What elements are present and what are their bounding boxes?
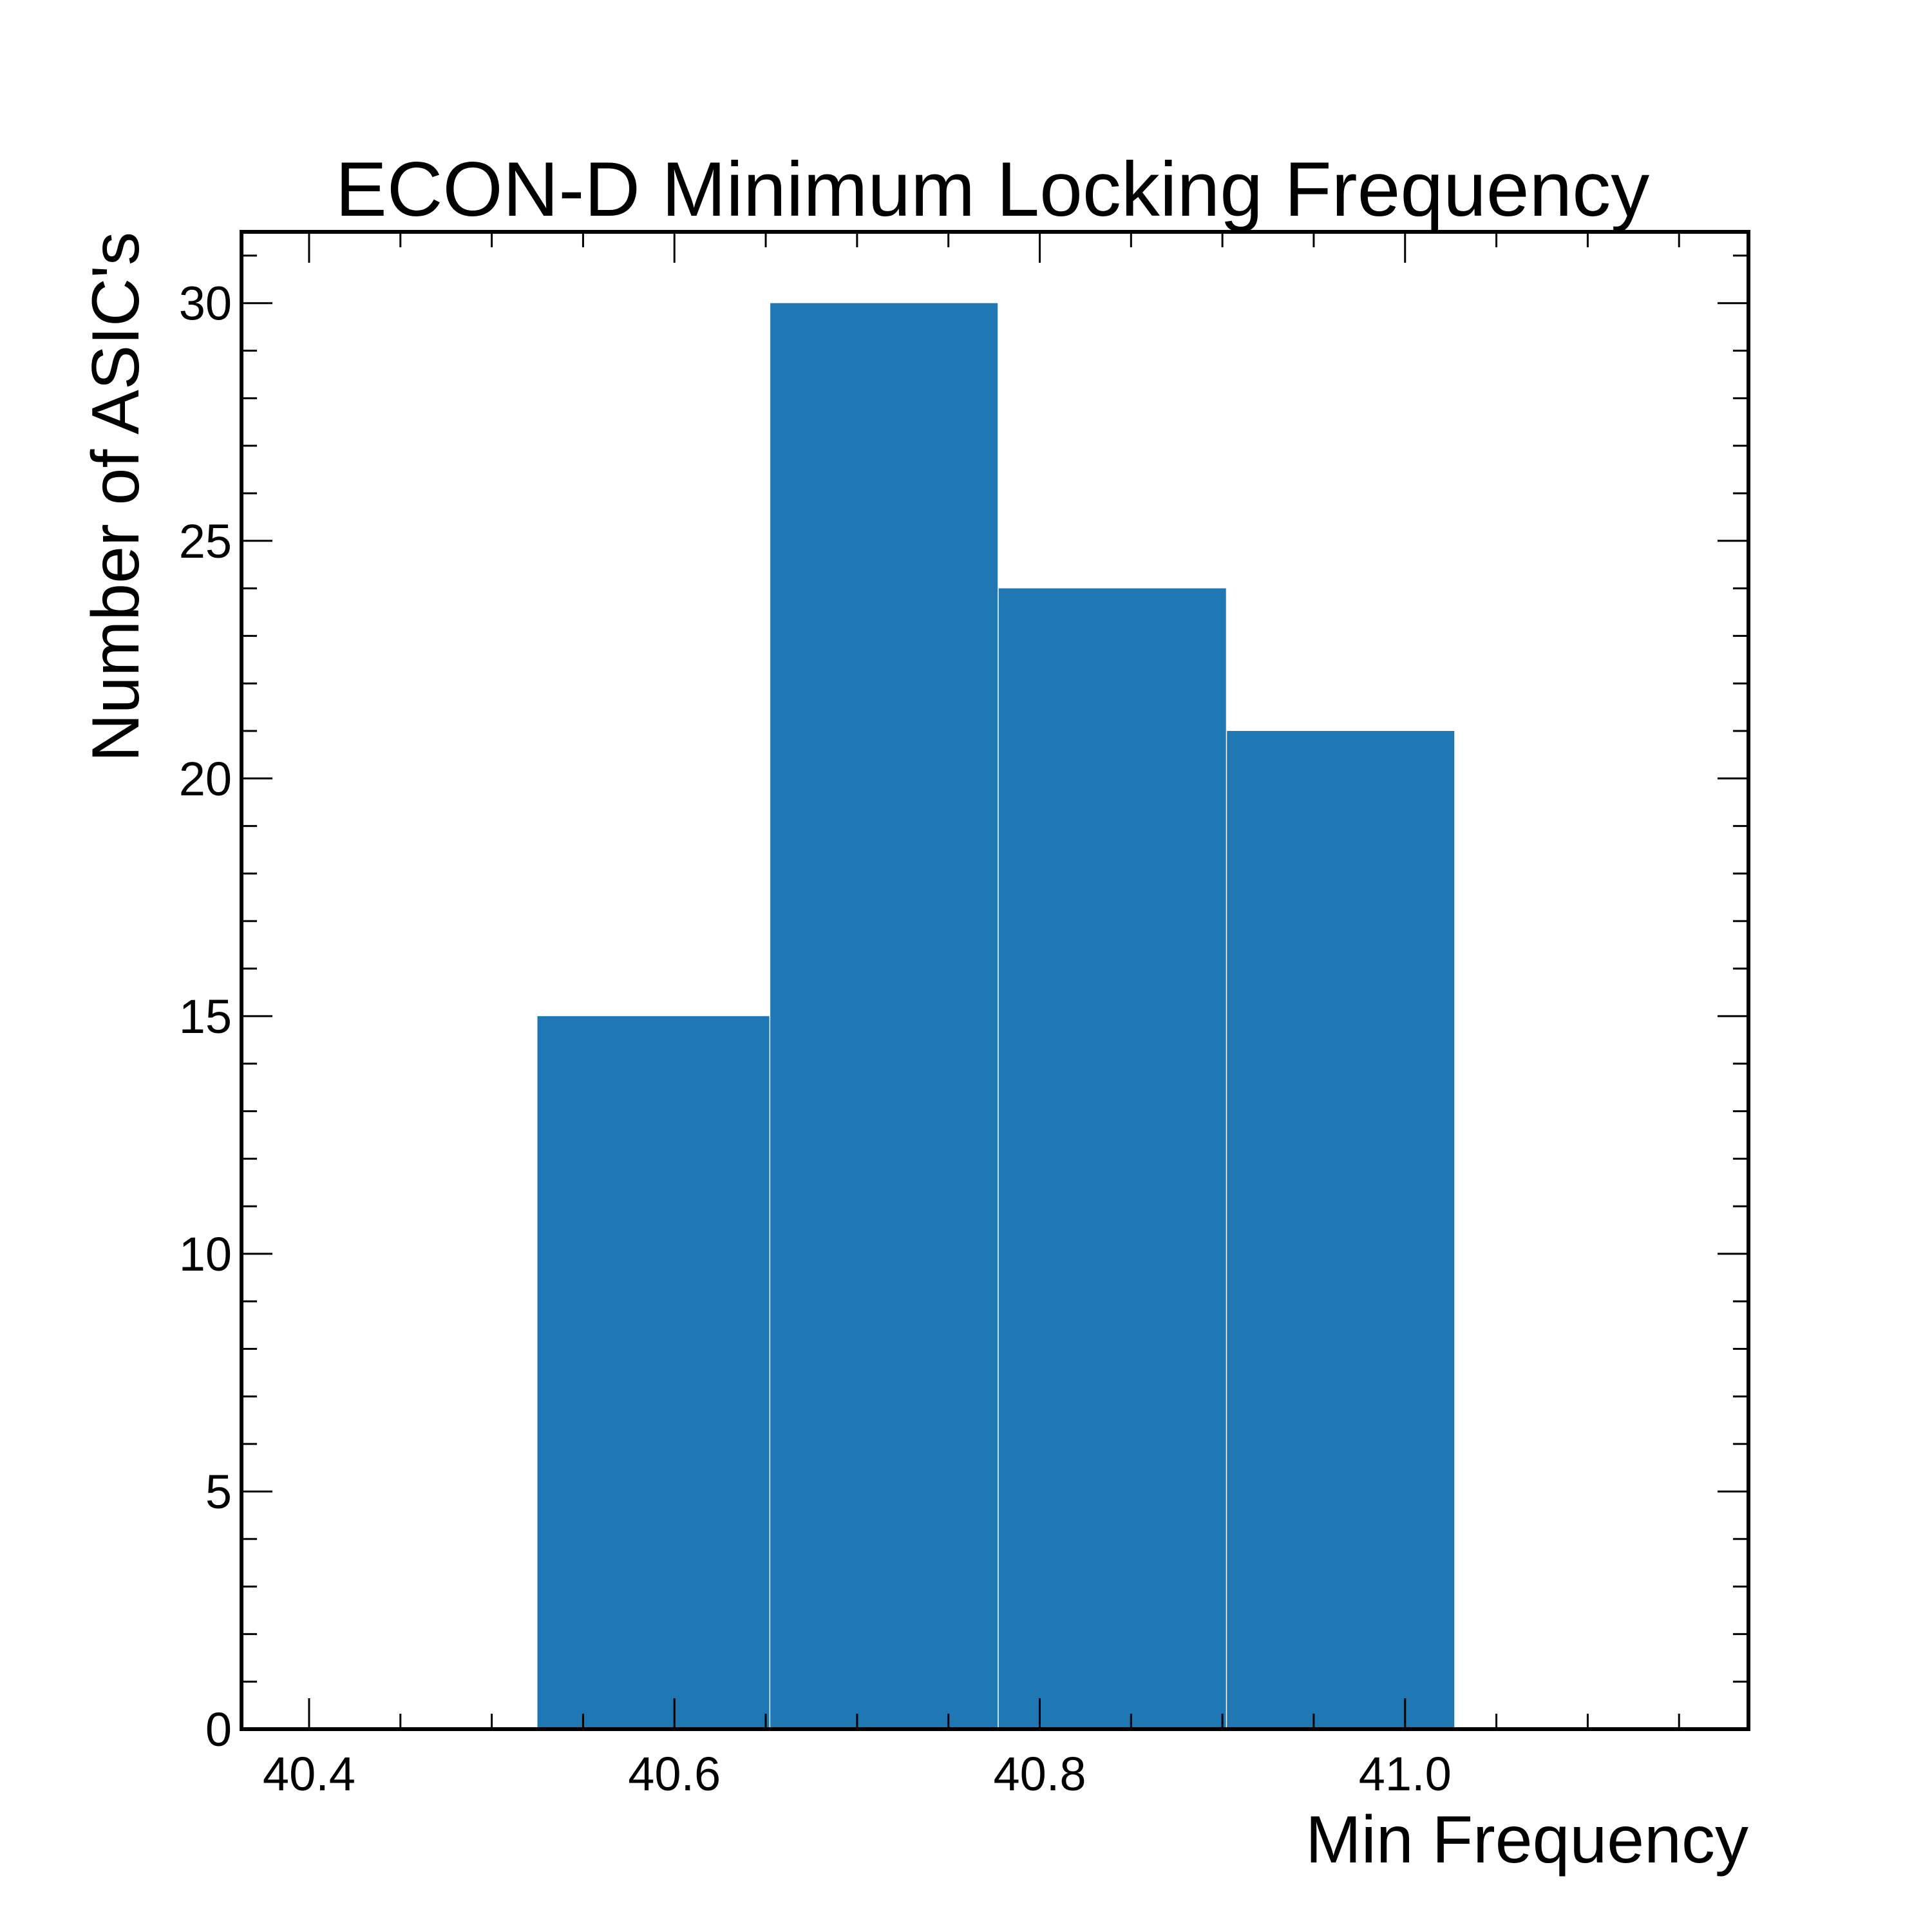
y-tick-label: 30 [179, 277, 232, 330]
histogram-bar-2 [770, 303, 998, 1729]
histogram-bar-1 [537, 1016, 770, 1729]
y-axis-label: Number of ASIC's [79, 232, 153, 762]
x-axis-label: Min Frequency [1305, 1803, 1748, 1877]
plot-frame [240, 230, 1750, 1731]
y-tick-label: 0 [205, 1703, 232, 1756]
y-tick-label: 20 [179, 752, 232, 806]
chart-title: ECON-D Minimum Locking Frequency [336, 146, 1650, 232]
histogram-bar-3 [998, 588, 1226, 1729]
x-tick-label: 40.4 [263, 1747, 355, 1801]
y-tick-label: 25 [179, 515, 232, 568]
y-tick-label: 5 [205, 1465, 232, 1519]
x-tick-label: 40.6 [628, 1747, 721, 1801]
bars-group [537, 303, 1455, 1729]
y-tick-label: 10 [179, 1227, 232, 1281]
x-tick-label: 41.0 [1359, 1747, 1452, 1801]
y-tick-label: 15 [179, 990, 232, 1043]
x-tick-label: 40.8 [993, 1747, 1086, 1801]
histogram-bar-4 [1227, 731, 1455, 1729]
ticks-group [242, 232, 1748, 1730]
y-tick-labels: 0 5 10 15 20 25 30 [179, 277, 232, 1756]
x-tick-labels: 40.4 40.6 40.8 41.0 [263, 1747, 1452, 1801]
